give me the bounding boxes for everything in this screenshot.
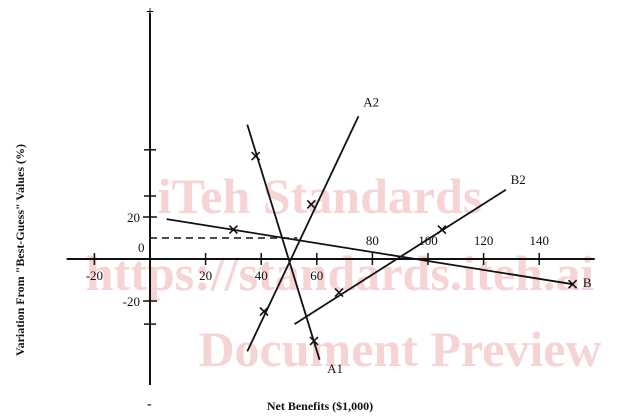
series-line-a2 <box>246 115 360 352</box>
marker-stroke <box>309 336 319 346</box>
watermark: iTeh Standards https://standards.iteh.ai… <box>86 168 602 377</box>
series-marker-b2 <box>437 225 447 235</box>
zero-reference-label: 0 <box>138 240 145 255</box>
x-tick-label: 20 <box>199 268 212 283</box>
series-marker-a1 <box>309 336 319 346</box>
line-label-b2: B2 <box>511 172 526 187</box>
marker-stroke <box>437 225 447 235</box>
chart-labels: + - Net Benefits ($1,000) Variation From… <box>13 5 592 413</box>
series-line-b2 <box>294 188 507 325</box>
series-line-a1 <box>246 124 321 361</box>
x-axis-title: Net Benefits ($1,000) <box>267 399 373 413</box>
line-label-b: B <box>583 275 592 290</box>
line-label-a2: A2 <box>363 95 379 110</box>
line-label-a1: A1 <box>327 361 343 376</box>
series-marker-b1 <box>567 279 578 289</box>
series-marker-b1 <box>228 225 238 235</box>
series-marker-a1 <box>251 151 261 161</box>
series-markers <box>228 151 578 346</box>
series-marker-a2 <box>306 199 316 209</box>
marker-stroke <box>334 288 344 298</box>
marker-stroke <box>228 225 238 235</box>
watermark-line-3: Document Preview <box>198 321 601 377</box>
x-tick-label: 80 <box>366 233 379 248</box>
x-tick-label: 120 <box>474 233 494 248</box>
x-tick-label: 40 <box>255 268 268 283</box>
y-axis-minus-label: - <box>147 397 152 412</box>
x-tick-label: -20 <box>86 268 103 283</box>
marker-stroke <box>306 199 316 209</box>
x-tick-label: 140 <box>529 233 549 248</box>
y-tick-label: -20 <box>123 294 140 309</box>
marker-stroke <box>259 306 269 317</box>
y-axis-title: Variation From "Best-Guess" Values (%) <box>13 144 27 356</box>
y-axis-plus-label: + <box>146 5 154 20</box>
y-tick-label: 20 <box>127 210 140 225</box>
marker-stroke <box>567 279 578 289</box>
x-tick-label: 60 <box>310 268 323 283</box>
series-marker-a1 <box>259 306 269 317</box>
marker-stroke <box>251 151 261 161</box>
series-marker-b2 <box>334 288 344 298</box>
